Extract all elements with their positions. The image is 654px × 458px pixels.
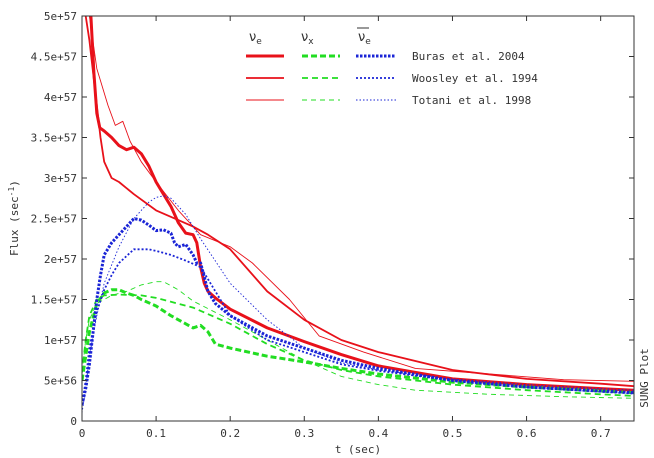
y-tick-label: 2.5e+57 bbox=[31, 213, 77, 226]
legend-header-nu-e: νe bbox=[249, 30, 262, 47]
y-axis-title-exponent: -1 bbox=[7, 187, 16, 197]
y-tick-label: 1e+57 bbox=[44, 334, 77, 347]
watermark: SUNG Plot bbox=[638, 348, 651, 408]
y-tick-label: 1.5e+57 bbox=[31, 294, 77, 307]
series-nu-e-bar-7 bbox=[82, 248, 634, 405]
x-tick-label: 0.1 bbox=[146, 427, 166, 440]
y-axis-title-base: Flux (sec bbox=[8, 196, 21, 256]
y-tick-label: 3e+57 bbox=[44, 172, 77, 185]
x-tick-label: 0.2 bbox=[220, 427, 240, 440]
x-axis-title: t (sec) bbox=[335, 443, 381, 456]
y-tick-label: 5e+56 bbox=[44, 375, 77, 388]
x-tick-label: 0.3 bbox=[294, 427, 314, 440]
legend-label: Buras et al. 2004 bbox=[412, 50, 525, 63]
series-nu-e-bar-8 bbox=[82, 195, 634, 413]
series-nu-e-bar-6 bbox=[82, 217, 634, 406]
series-nu-e-0 bbox=[89, 16, 634, 392]
y-tick-label: 5e+57 bbox=[44, 10, 77, 23]
y-tick-label: 4e+57 bbox=[44, 91, 77, 104]
legend-label: Woosley et al. 1994 bbox=[412, 72, 538, 85]
legend-rows: Buras et al. 2004 Woosley et al. 1994 Tota… bbox=[246, 50, 538, 107]
x-tick-label: 0.7 bbox=[591, 427, 611, 440]
y-axis-title-close: ) bbox=[8, 180, 21, 187]
legend: νe νx νe Buras et al. 2004 Woosley et al.… bbox=[246, 27, 538, 107]
x-tick-label: 0 bbox=[79, 427, 86, 440]
x-tick-label: 0.6 bbox=[517, 427, 537, 440]
x-tick-label: 0.5 bbox=[443, 427, 463, 440]
series-nu-e-2 bbox=[88, 16, 634, 382]
x-axis: 0 0.1 0.2 0.3 0.4 0.5 0.6 0.7 bbox=[79, 16, 611, 440]
series-nu-x-3 bbox=[82, 288, 634, 395]
y-tick-label: 2e+57 bbox=[44, 253, 77, 266]
y-axis: 0 5e+56 1e+57 1.5e+57 2e+57 2.5e+57 3e+57 3.5e+… bbox=[31, 10, 634, 428]
series-nu-e-1 bbox=[84, 16, 634, 388]
y-tick-label: 0 bbox=[70, 415, 77, 428]
legend-label: Totani et al. 1998 bbox=[412, 94, 531, 107]
y-axis-title: Flux (sec-1) bbox=[7, 180, 21, 256]
series-nu-x-4 bbox=[82, 293, 634, 397]
y-tick-label: 3.5e+57 bbox=[31, 132, 77, 145]
y-tick-label: 4.5e+57 bbox=[31, 51, 77, 64]
legend-header-nu-e-bar: νe bbox=[358, 30, 371, 47]
series-layer bbox=[82, 16, 634, 413]
legend-header-nu-x: νx bbox=[301, 30, 314, 47]
x-tick-label: 0.4 bbox=[368, 427, 388, 440]
